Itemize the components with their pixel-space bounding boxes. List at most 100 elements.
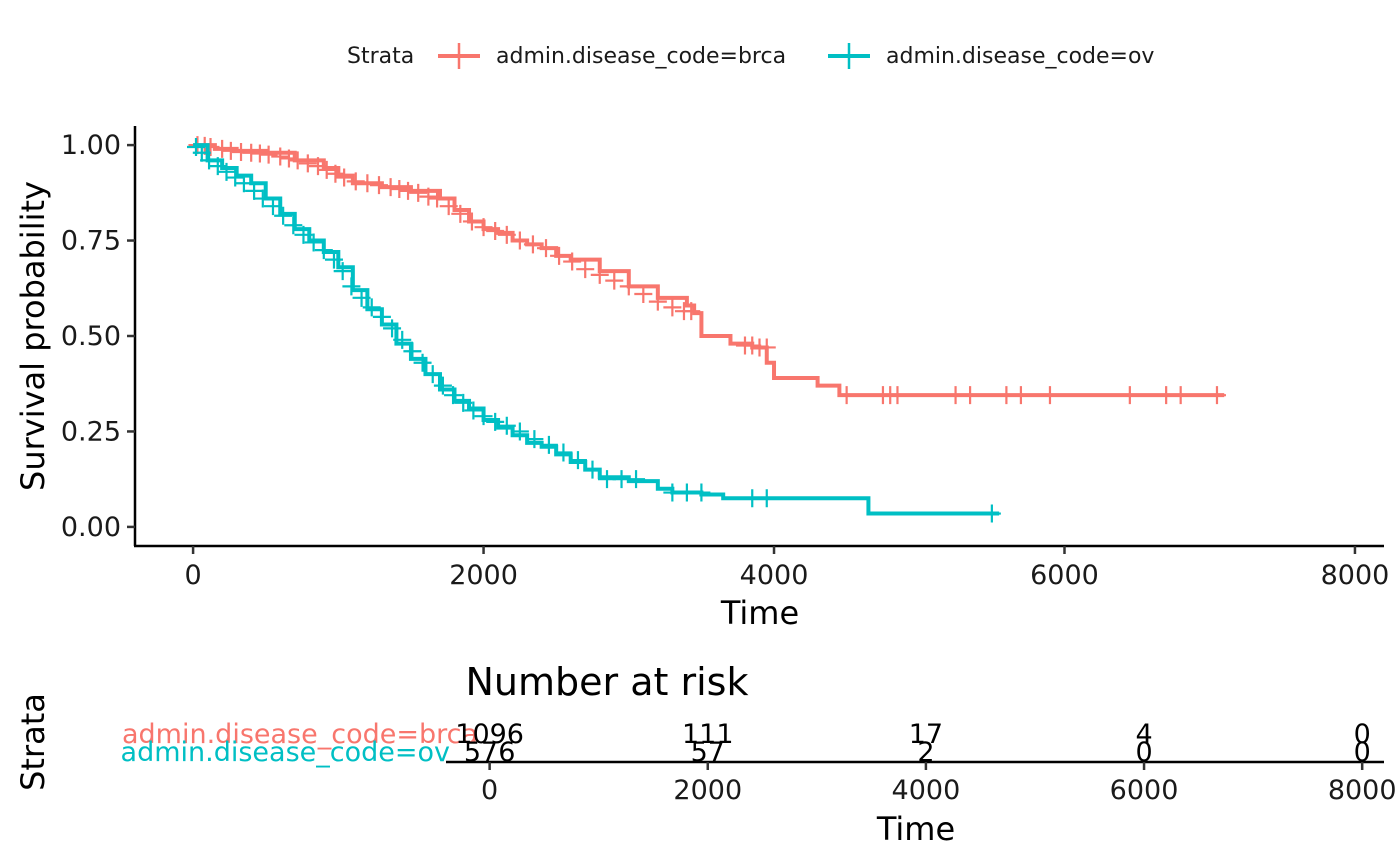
censor-mark <box>648 292 667 311</box>
censor-mark <box>314 241 333 260</box>
censor-mark <box>743 336 762 355</box>
censor-mark <box>692 483 711 502</box>
censor-mark <box>352 288 371 307</box>
censor-mark <box>381 178 400 197</box>
y-tick-label: 0.50 <box>61 321 121 352</box>
censor-mark <box>497 416 516 435</box>
censor-mark <box>245 181 264 200</box>
censor-mark <box>409 183 428 202</box>
censor-mark <box>342 277 361 296</box>
legend-key-brca <box>438 43 480 69</box>
legend-label-ov: admin.disease_code=ov <box>886 44 1154 69</box>
y-ticks: 0.00 0.25 0.50 0.75 1.00 <box>61 130 135 543</box>
censor-mark <box>304 233 323 252</box>
series-ov <box>186 138 1001 523</box>
censor-mark <box>253 189 272 208</box>
risk-count: 1096 <box>455 719 524 750</box>
censor-mark <box>346 172 365 191</box>
censor-mark <box>497 225 516 244</box>
censor-mark <box>413 353 432 372</box>
censor-mark <box>317 160 336 179</box>
censor-mark <box>486 222 505 240</box>
risk-count: 0 <box>1354 737 1371 768</box>
censor-mark <box>433 376 452 395</box>
censor-mark <box>294 225 313 244</box>
y-tick-label: 0.25 <box>61 416 121 447</box>
censor-mark <box>837 386 856 405</box>
censor-mark <box>271 147 290 166</box>
y-tick-label: 0.75 <box>61 226 121 257</box>
censor-mark <box>403 342 422 361</box>
censor-mark <box>634 285 653 303</box>
censor-mark <box>326 164 345 183</box>
censor-mark <box>213 139 232 158</box>
censor-mark <box>335 168 354 187</box>
censor-mark <box>1120 386 1139 405</box>
censor-mark <box>259 145 278 164</box>
risk-row-label: admin.disease_code=brca <box>122 719 478 750</box>
x-axis-title: Time <box>720 594 799 632</box>
censor-mark <box>288 151 307 170</box>
legend-label-brca: admin.disease_code=brca <box>496 44 786 69</box>
legend: Strata admin.disease_code=brca admin.dis… <box>347 43 1154 69</box>
censor-mark <box>474 218 493 237</box>
x-tick-label: 2000 <box>449 560 518 591</box>
risk-count: 2 <box>917 737 934 768</box>
censor-mark <box>419 187 438 206</box>
censor-mark <box>619 277 638 296</box>
censor-mark <box>428 189 447 208</box>
censor-mark <box>757 489 776 508</box>
x-tick-label: 8000 <box>1321 560 1390 591</box>
censor-mark <box>308 157 327 176</box>
censor-mark <box>372 307 391 326</box>
risk-count: 0 <box>1354 719 1371 750</box>
legend-key-ov <box>828 43 870 69</box>
censor-mark <box>1207 386 1226 405</box>
censor-mark <box>682 302 701 321</box>
y-tick-label: 1.00 <box>61 130 121 161</box>
censor-mark <box>221 141 240 160</box>
censor-mark <box>590 265 609 284</box>
x-tick-label: 0 <box>184 560 201 591</box>
censor-mark <box>605 271 624 290</box>
risk-count: 0 <box>1135 737 1152 768</box>
risk-x-tick-label: 2000 <box>673 775 742 806</box>
censor-mark <box>423 365 442 384</box>
censor-mark <box>192 143 211 162</box>
x-tick-label: 4000 <box>740 560 809 591</box>
y-tick-label: 0.00 <box>61 512 121 543</box>
censor-mark <box>358 174 377 193</box>
censor-mark <box>525 430 544 449</box>
censor-mark <box>439 197 458 216</box>
censor-mark <box>486 412 505 431</box>
risk-count: 576 <box>464 737 516 768</box>
censor-mark <box>274 206 293 225</box>
survival-curve-ov <box>193 143 1000 516</box>
censor-mark <box>550 246 569 265</box>
risk-x-axis-title: Time <box>876 810 955 848</box>
censor-mark <box>298 154 317 173</box>
censor-mark <box>583 460 602 479</box>
censor-mark <box>333 262 352 281</box>
legend-title: Strata <box>347 44 414 69</box>
censor-mark <box>279 149 298 168</box>
censor-mark <box>1011 386 1030 405</box>
censor-mark <box>234 174 253 193</box>
censor-mark <box>523 235 542 254</box>
censor-mark <box>454 393 473 412</box>
censor-mark <box>393 330 412 349</box>
risk-x-ticks: 0 2000 4000 6000 8000 <box>481 762 1397 806</box>
y-axis-title: Survival probability <box>14 181 52 491</box>
risk-count: 111 <box>682 719 734 750</box>
censor-mark <box>284 216 303 235</box>
censor-mark <box>444 386 463 405</box>
x-ticks: 0 2000 4000 6000 8000 <box>184 546 1389 591</box>
censor-mark <box>510 422 529 441</box>
risk-count: 57 <box>691 737 725 768</box>
censor-mark <box>250 144 269 163</box>
censor-mark <box>362 298 381 317</box>
censor-mark <box>390 180 409 198</box>
